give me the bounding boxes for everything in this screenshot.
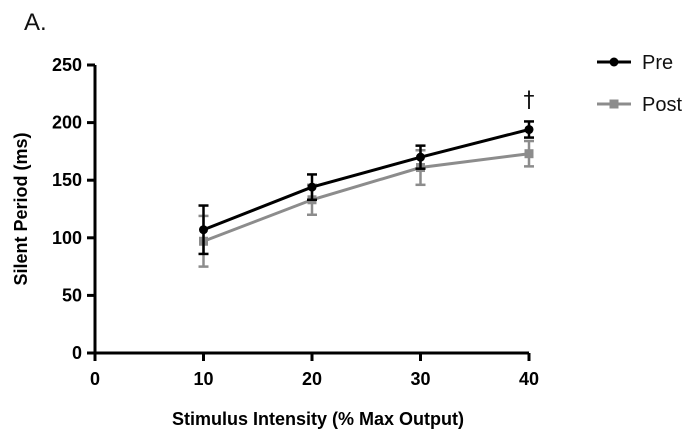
- x-axis-ticks: 0 10 20 30 40: [90, 353, 539, 389]
- data-point: [307, 182, 317, 192]
- x-tick-label: 40: [519, 369, 539, 389]
- data-point: [199, 225, 208, 235]
- y-tick-label: 0: [72, 343, 82, 363]
- x-tick-label: 10: [193, 369, 213, 389]
- y-tick-label: 200: [52, 113, 82, 133]
- y-axis-label: Silent Period (ms): [11, 132, 31, 285]
- y-tick-label: 150: [52, 170, 82, 190]
- legend-item-pre: Pre: [597, 52, 673, 74]
- y-axis-ticks: 0 50 100 150 200 250: [52, 55, 95, 363]
- panel-label: A.: [24, 9, 47, 36]
- y-tick-label: 50: [62, 285, 82, 305]
- annotations: †: [524, 88, 535, 113]
- plot-area: [198, 120, 534, 268]
- legend-item-post: Post: [597, 94, 682, 116]
- significance-marker: †: [524, 88, 535, 113]
- y-tick-label: 250: [52, 55, 82, 75]
- legend-marker: [609, 99, 619, 109]
- series-line-pre: [202, 128, 530, 232]
- legend-label: Post: [642, 94, 682, 116]
- data-point: [416, 152, 425, 162]
- series-post: [198, 139, 534, 268]
- legend-marker: [609, 57, 619, 67]
- data-point: [524, 149, 534, 159]
- y-tick-label: 100: [52, 228, 82, 248]
- x-tick-label: 30: [410, 369, 430, 389]
- legend: Pre Post: [597, 52, 682, 116]
- data-point: [524, 125, 534, 135]
- legend-label: Pre: [642, 52, 673, 74]
- x-tick-label: 20: [302, 369, 322, 389]
- series-line-post: [202, 152, 530, 243]
- x-tick-label: 0: [90, 369, 100, 389]
- series-pre: [198, 120, 534, 256]
- x-axis-label: Stimulus Intensity (% Max Output): [172, 409, 464, 429]
